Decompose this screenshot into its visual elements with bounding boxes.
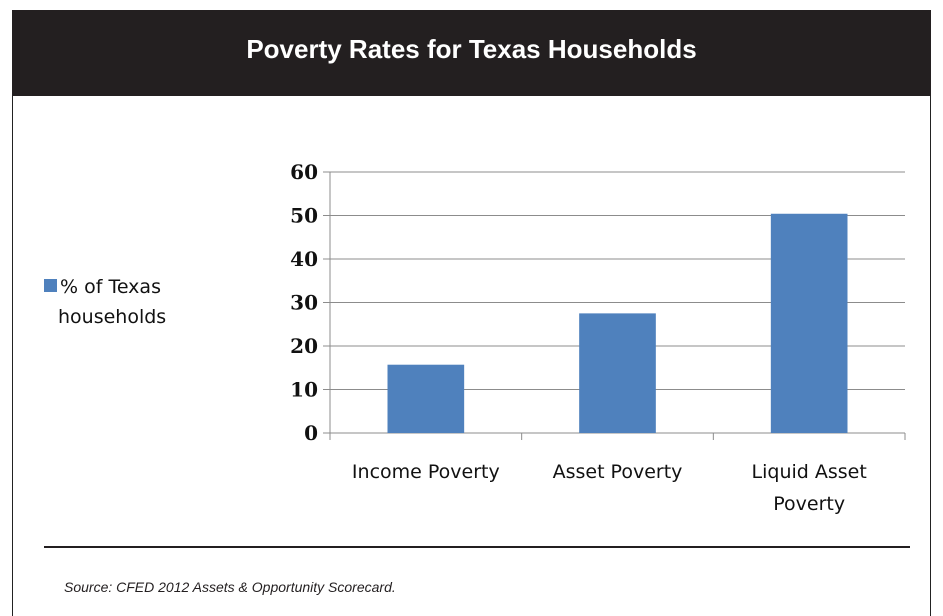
y-tick-label: 30 [290,291,318,315]
legend-label-line2: households [58,306,167,328]
y-tick-label: 50 [290,204,318,228]
legend-swatch [44,279,57,292]
legend-entry: % of Texas [44,272,166,302]
y-tick-label: 20 [290,334,318,358]
page-title: Poverty Rates for Texas Households [246,33,697,64]
legend-label-line1: % of Texas [60,276,161,298]
bar [387,364,465,433]
chart-legend: % of Texas households [44,272,166,332]
source-note: Source: CFED 2012 Assets & Opportunity S… [64,579,396,595]
x-tick-label: Poverty [773,493,845,515]
divider-rule [44,546,910,548]
y-tick-label: 10 [290,378,318,402]
y-tick-label: 60 [290,160,318,184]
x-tick-label: Asset Poverty [553,461,683,483]
bar [770,213,848,433]
y-tick-label: 40 [290,247,318,271]
bar [579,313,656,433]
x-tick-label: Liquid Asset [752,461,867,483]
header-bar: Poverty Rates for Texas Households [12,10,931,96]
x-tick-label: Income Poverty [352,461,500,483]
y-tick-label: 0 [304,421,318,445]
